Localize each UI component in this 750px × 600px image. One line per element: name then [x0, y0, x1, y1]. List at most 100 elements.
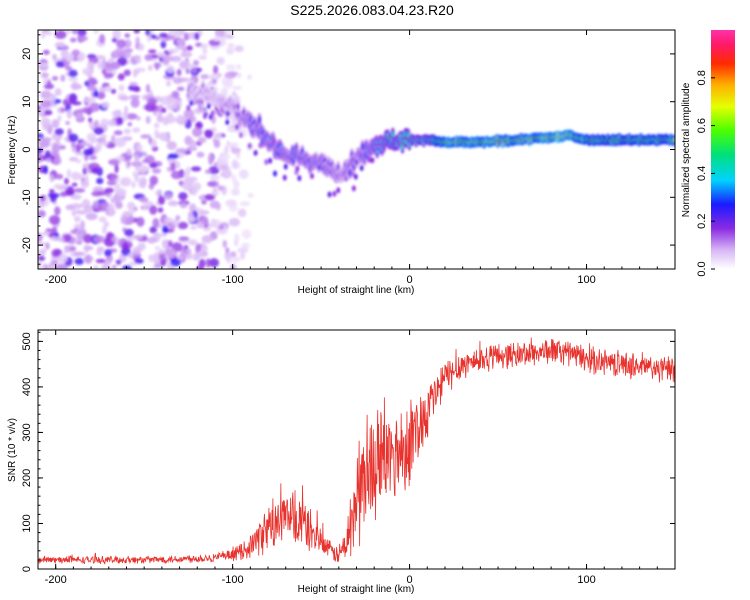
spectrogram-noise-cell [200, 74, 210, 80]
spectrogram-noise-cell [125, 113, 138, 120]
spectrogram-noise-cell [145, 115, 151, 125]
spectrogram-noise-cell [86, 167, 91, 175]
spectrogram-noise-cell [230, 251, 237, 258]
spectrogram-noise-cell [120, 215, 126, 225]
spectrogram-noise-cell [163, 192, 174, 200]
spectrogram-noise-cell [148, 49, 157, 54]
spectrogram-ridge-scatter [353, 173, 358, 180]
spectrogram-noise-cell [40, 117, 51, 127]
spectrogram-noise-cell [234, 45, 244, 53]
spectrogram-noise-cell [217, 185, 224, 191]
spectrogram-noise-cell [47, 192, 60, 198]
colorbar-tick-label: 0.2 [696, 214, 708, 229]
spectrogram-noise-cell [223, 79, 233, 89]
spectrogram-noise-cell [175, 102, 181, 112]
spectrogram-noise-cell [149, 162, 158, 169]
spectrogram-noise-cell [175, 44, 186, 50]
spectrogram-noise-cell [115, 259, 122, 265]
spectrogram-noise-cell [224, 251, 231, 261]
spectrogram-noise-cell [201, 200, 207, 205]
spectrogram-noise-cell [212, 36, 224, 42]
spectrogram-noise-cell [45, 242, 50, 250]
spectrogram-noise-cell [157, 232, 168, 237]
spectrogram-noise-cell [157, 207, 164, 213]
spectrogram-noise-cell [119, 177, 132, 187]
spectrogram-noise-cell [122, 265, 132, 269]
spectrogram-noise-cell [71, 81, 79, 91]
spectrogram-noise-cell [172, 76, 183, 85]
spectrogram-noise-cell [231, 159, 238, 169]
spectrogram-noise-cell [124, 33, 130, 38]
spectrogram-noise-cell [183, 109, 195, 119]
spectrogram-noise-cell [118, 84, 125, 92]
spectrogram-noise-cell [77, 35, 89, 42]
spectrogram-noise-cell [130, 81, 138, 87]
spectrogram-noise-cell [155, 189, 162, 197]
spectrogram-noise-cell [152, 217, 160, 228]
spectrogram-noise-cell [127, 122, 133, 127]
spectrogram-noise-cell [231, 256, 240, 263]
spectrogram-ridge-core [376, 149, 379, 154]
x-tick-label: -200 [45, 574, 67, 586]
colorbar-ticks: 0.0 0.2 0.4 0.6 0.8 [696, 70, 715, 277]
spectrogram-noise-cell [189, 139, 197, 150]
spectrogram-noise-cell [124, 228, 134, 237]
spectrogram-noise-cell [80, 179, 90, 189]
spectrogram-noise-cell [145, 84, 150, 93]
spectrogram-noise-cell [101, 101, 110, 109]
spectrogram-noise-cell [43, 165, 48, 175]
spectrogram-noise-cell [167, 112, 174, 119]
spectrogram-noise-cell [227, 127, 235, 133]
spectrogram-noise-cell [56, 263, 68, 269]
spectrogram-noise-cell [100, 118, 110, 127]
spectrogram-noise-cell [197, 137, 207, 144]
spectrogram-noise-cell [200, 43, 208, 50]
spectrogram-noise-cell [38, 199, 42, 208]
spectrogram-noise-cell [238, 208, 247, 218]
spectrogram-noise-cell [132, 70, 138, 78]
spectrogram-noise-cell [134, 154, 140, 164]
spectrogram-ridge-scatter [186, 104, 191, 111]
spectrogram-noise-cell [65, 65, 73, 71]
spectrogram-noise-cell [53, 183, 63, 189]
spectrogram-noise-cell [166, 141, 177, 151]
spectrogram-ridge-scatter [295, 165, 300, 172]
spectrogram-ridge-core [201, 84, 205, 88]
spectrogram-noise-cell [75, 158, 82, 164]
spectrogram-noise-cell [81, 106, 93, 114]
spectrogram-noise-cell [146, 34, 152, 42]
spectrogram-noise-cell [204, 194, 216, 201]
spectrogram-noise-cell [124, 39, 132, 49]
spectrogram-noise-cell [72, 203, 82, 209]
spectrogram-noise-cell [206, 258, 211, 268]
snr-y-ticks: 0 100 200 300 400 500 [21, 331, 675, 572]
spectrogram-noise-cell [52, 53, 57, 60]
spectrogram-noise-cell [99, 201, 110, 208]
spectrogram-noise-cell [131, 181, 136, 189]
spectrogram-noise-cell [110, 196, 119, 204]
spectrogram-ridge-scatter [264, 159, 269, 166]
spectrogram-noise-cell [182, 177, 195, 186]
spectrogram-noise-cell [64, 52, 75, 62]
spectrogram-noise-cell [83, 233, 93, 244]
spectrogram-noise-cell [239, 201, 251, 207]
spectrogram-noise-cell [156, 113, 163, 123]
spectrogram-noise-cell [218, 224, 224, 230]
spectrogram-noise-cell [159, 32, 168, 38]
snr-panel: -200 -100 0 100 0 100 200 300 400 500 Height of … [7, 329, 676, 595]
spectrogram-noise-cell [132, 246, 142, 256]
spectrogram-noise-cell [146, 236, 157, 244]
snr-series-line [38, 337, 675, 565]
spectrogram-noise-cell [41, 30, 46, 39]
spectrogram-noise-cell [96, 177, 104, 185]
spectrogram-noise-cell [96, 206, 108, 212]
spectrogram-noise-cell [188, 64, 198, 69]
spectrogram-noise-cell [214, 30, 225, 38]
spectrogram-noise-cell [48, 262, 54, 268]
spectrogram-noise-cell [149, 175, 159, 186]
spectrogram-noise-cell [208, 155, 214, 166]
spectrogram-noise-cell [185, 253, 194, 260]
spectrogram-noise-cell [110, 88, 117, 94]
spectrogram-noise-cell [209, 174, 220, 181]
spectrogram-noise-cell [241, 242, 250, 249]
